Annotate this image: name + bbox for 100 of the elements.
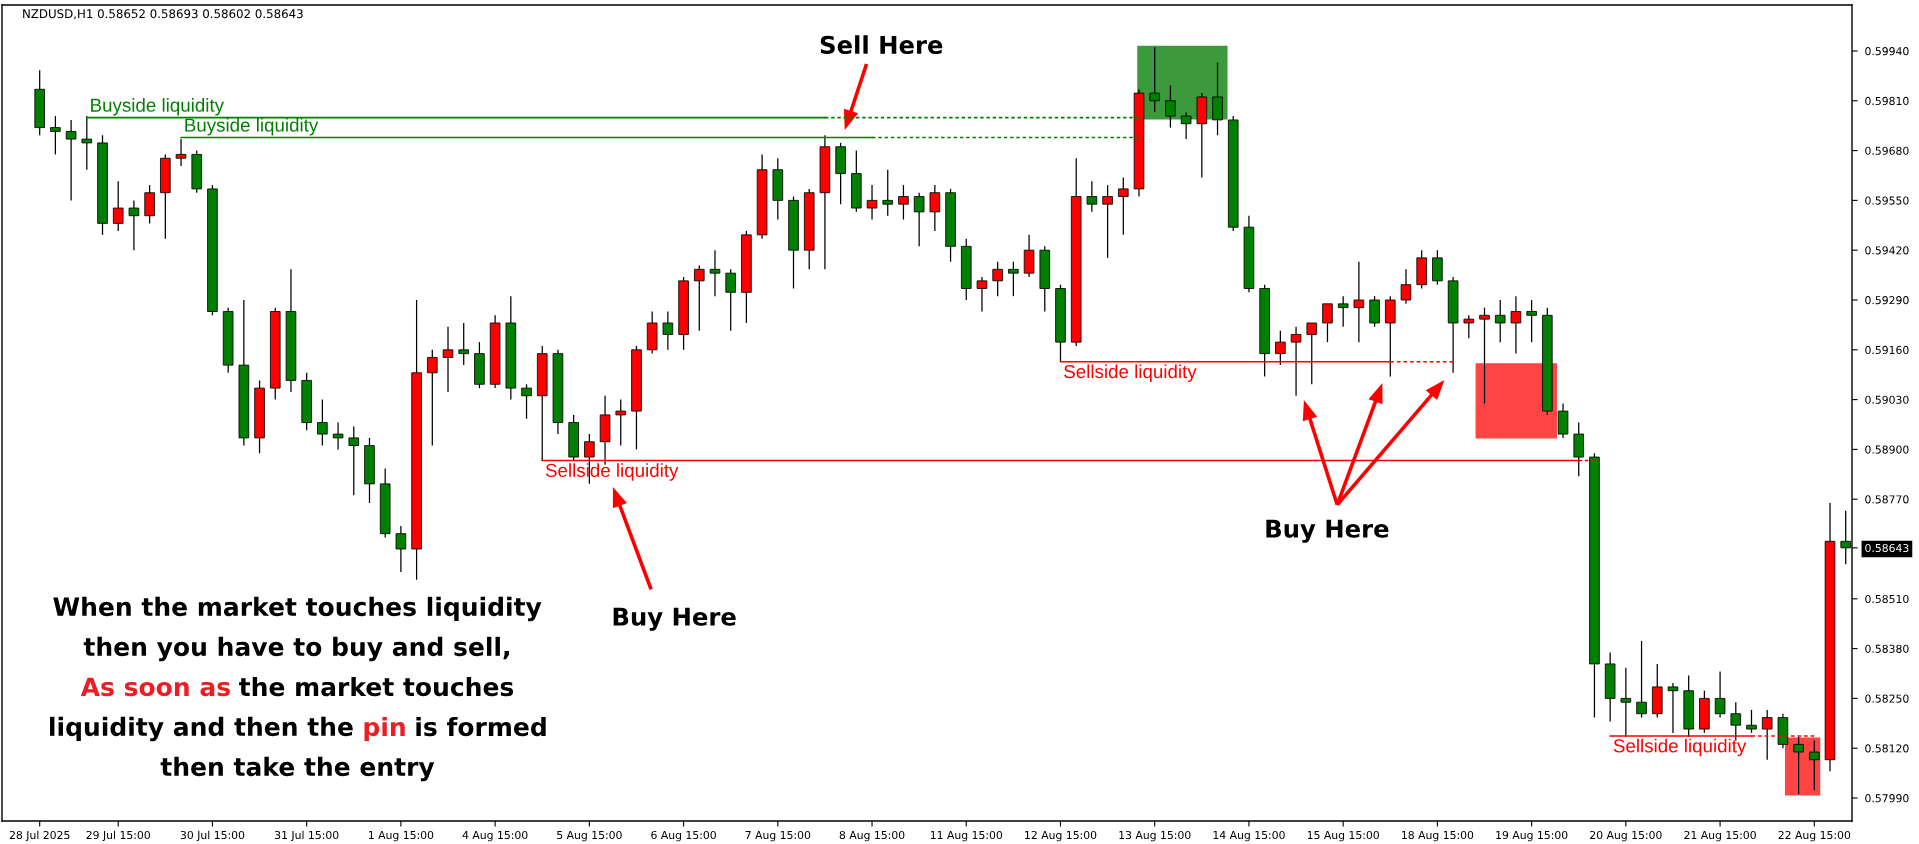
y-tick-label: 0.59550 [1865, 196, 1909, 205]
candlestick [427, 349, 438, 447]
candlestick [1793, 736, 1804, 795]
candlestick [866, 184, 878, 221]
x-tick-label: 7 Aug 15:00 [745, 830, 811, 842]
candlestick [458, 322, 469, 366]
series-label: Buyside liquidity [91, 98, 224, 116]
y-tick-label: 0.59030 [1865, 395, 1909, 404]
annotation: Buy Here [1266, 519, 1389, 543]
candlestick [615, 398, 627, 447]
annotation: Sell Here [820, 35, 943, 55]
y-tick-label: 0.58120 [1865, 744, 1909, 753]
y-tick-label: 0.58770 [1865, 495, 1909, 504]
candlestick [882, 169, 894, 217]
candlestick [1322, 303, 1333, 343]
candlestick [1809, 739, 1820, 791]
x-tick-label: 29 Jul 15:00 [86, 830, 150, 842]
series-label: Sellside liquidity [1064, 364, 1197, 382]
candlestick [1510, 295, 1522, 355]
candlestick [1746, 709, 1757, 734]
candlestick [1369, 295, 1380, 328]
x-tick-label: 22 Aug 15:00 [1778, 830, 1851, 842]
candlestick [1102, 184, 1113, 259]
x-tick-label: 13 Aug 15:00 [1119, 830, 1191, 842]
candlestick [1463, 314, 1475, 339]
y-tick-label: 0.57990 [1865, 794, 1909, 803]
chart-title: NZDUSD,H1 0.58652 0.58693 0.58602 0.58643 [23, 9, 303, 20]
y-tick-label: 0.58250 [1865, 694, 1909, 703]
annotation: then take the entry [160, 756, 435, 782]
x-tick-label: 21 Aug 15:00 [1684, 830, 1756, 842]
candlestick [348, 425, 360, 496]
candlestick [521, 383, 532, 420]
annotation: As soon as [80, 677, 230, 697]
candlestick [1557, 402, 1569, 439]
y-tick-label: 0.58510 [1865, 594, 1909, 604]
candlestick [1667, 682, 1679, 734]
x-tick-label: 12 Aug 15:00 [1025, 830, 1097, 842]
candlestick [1118, 176, 1129, 236]
candlestick [1479, 307, 1490, 405]
annotation: When the market touches liquidity [53, 596, 542, 622]
candlestick [1400, 268, 1412, 305]
candlestick [1494, 299, 1506, 343]
candlestick [1636, 640, 1647, 719]
candlestick [898, 184, 909, 221]
x-tick-label: 4 Aug 15:00 [462, 830, 528, 842]
x-tick-label: 19 Aug 15:00 [1496, 830, 1568, 842]
x-tick-label: 15 Aug 15:00 [1307, 830, 1379, 842]
candlestick [442, 326, 454, 393]
candlestick [1086, 180, 1098, 213]
x-tick-label: 8 Aug 15:00 [839, 830, 905, 842]
candlestick [694, 264, 705, 332]
candlestick [1526, 299, 1537, 343]
series-label: Buyside liquidity [185, 117, 319, 136]
candlestick [175, 138, 187, 167]
candlestick [725, 268, 736, 332]
y-tick-label: 0.58900 [1865, 445, 1909, 454]
candlestick [1573, 421, 1585, 477]
candlestick [1165, 84, 1176, 129]
candlestick [317, 398, 328, 447]
x-tick-label: 20 Aug 15:00 [1590, 830, 1662, 842]
candlestick [50, 115, 61, 156]
x-tick-label: 31 Jul 15:00 [275, 830, 339, 842]
candlestick [395, 525, 407, 573]
candlestick [332, 421, 344, 451]
candlestick [913, 192, 925, 247]
series-label: Sellside liquidity [1613, 738, 1747, 757]
y-tick-label: 0.59940 [1865, 47, 1909, 56]
candlestick [709, 249, 721, 297]
candlestick [1023, 234, 1035, 278]
candlestick [65, 119, 77, 202]
y-tick-label: 0.59810 [1865, 96, 1909, 106]
annotation: liquidity and then the [50, 716, 353, 742]
annotation: the market touches [239, 676, 514, 697]
annotation: then you have to buy and sell, [83, 636, 509, 662]
candlestick [112, 180, 124, 232]
candlestick [976, 276, 988, 313]
x-tick-label: 28 Jul 2025 [9, 830, 70, 842]
annotation: Buy Here [613, 607, 736, 631]
candlestick [929, 184, 941, 232]
candlestick [1149, 46, 1160, 113]
x-tick-label: 11 Aug 15:00 [930, 830, 1003, 842]
candlestick [144, 184, 155, 224]
x-tick-label: 14 Aug 15:00 [1213, 830, 1285, 842]
x-tick-label: 1 Aug 15:00 [369, 830, 434, 842]
candlestick [1714, 670, 1726, 719]
x-tick-label: 6 Aug 15:00 [651, 830, 716, 842]
annotation: pin [364, 716, 405, 742]
candlestick [992, 261, 1003, 297]
y-tick-label: 0.58380 [1865, 644, 1909, 653]
x-tick-label: 5 Aug 15:00 [557, 830, 622, 842]
candlestick [1008, 261, 1019, 297]
candlestick [1337, 295, 1349, 328]
candlestick [1212, 61, 1223, 136]
annotation: is formed [416, 716, 546, 737]
candlestick [1180, 111, 1192, 140]
candlestick [128, 199, 140, 251]
candlestick [1432, 249, 1443, 286]
candlestick [1620, 667, 1632, 738]
candlestick [1353, 261, 1365, 343]
y-tick-label: 0.59680 [1865, 146, 1909, 155]
